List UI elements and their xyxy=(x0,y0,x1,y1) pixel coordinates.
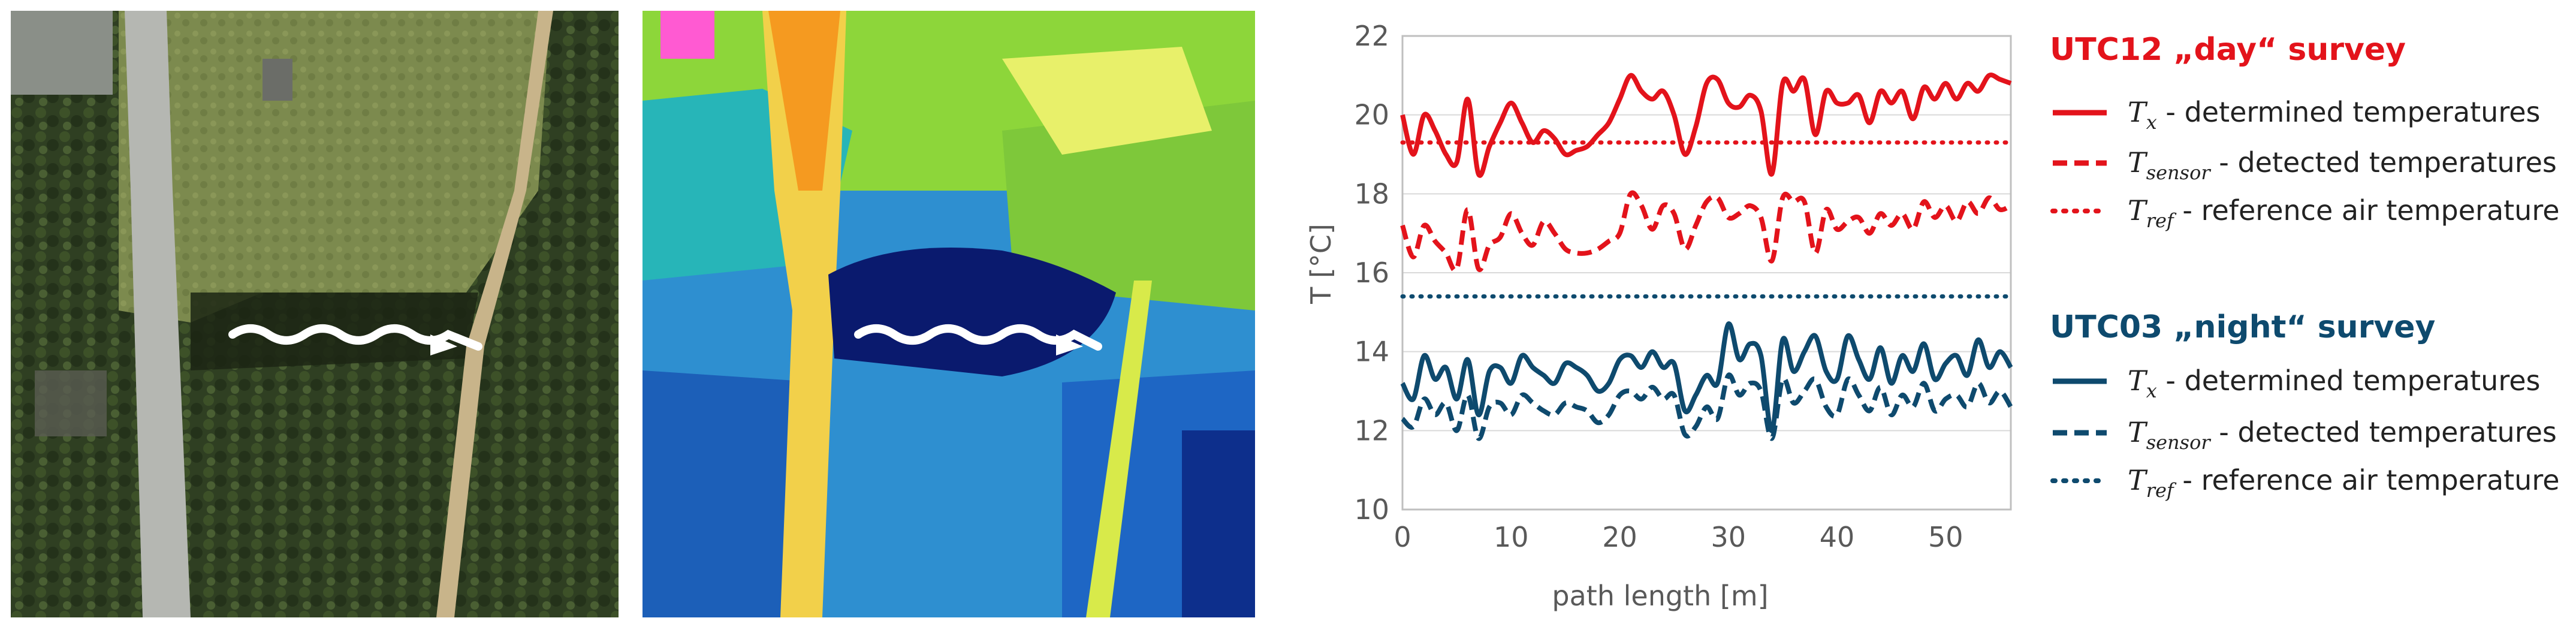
series-day-solid xyxy=(1400,73,2012,178)
legend-day-heading: UTC12 „day“ survey xyxy=(2050,32,2406,68)
legend-day-ts-symbol: T xyxy=(2128,146,2148,179)
legend-night-tr-symbol: T xyxy=(2128,464,2148,496)
legend-night-tr-label: Tref - reference air temperature xyxy=(2128,464,2560,502)
legend-day-ts-sub: sensor xyxy=(2146,161,2212,184)
legend-day-tr-text: - reference air temperature xyxy=(2174,194,2560,227)
y-tick-label: 18 xyxy=(1354,177,1389,210)
legend-day-tx-label: Tx - determined temperatures xyxy=(2128,96,2541,134)
thermal-image xyxy=(643,11,1255,617)
legend-night-tr-sub: ref xyxy=(2146,479,2177,502)
thermal-image-icon xyxy=(643,11,1255,617)
legend-day-tx-text: - determined temperatures xyxy=(2157,96,2541,128)
legend-night-ts-sub: sensor xyxy=(2146,431,2212,454)
x-tick-label: 40 xyxy=(1820,521,1855,553)
aerial-photo xyxy=(11,11,619,617)
x-axis-label: path length [m] xyxy=(1552,580,1768,612)
x-tick-label: 30 xyxy=(1711,521,1746,553)
legend-night: UTC03 „night“ survey Tx - determined tem… xyxy=(2050,309,2560,502)
plot-area-frame xyxy=(1401,35,2012,511)
legend-night-tx-sub: x xyxy=(2146,379,2157,402)
y-tick-label: 10 xyxy=(1354,493,1389,526)
legend-day-tr-symbol: T xyxy=(2128,194,2148,227)
legend-night-tx-text: - determined temperatures xyxy=(2157,364,2541,397)
legend-day-tx-symbol: T xyxy=(2128,96,2148,128)
legend-day: UTC12 „day“ survey Tx - determined tempe… xyxy=(2050,32,2560,232)
x-tick-label: 10 xyxy=(1494,521,1529,553)
legend-day-ts-label: Tsensor - detected temperatures xyxy=(2128,146,2557,184)
y-axis-label: T [°C] xyxy=(1305,224,1337,305)
series-night-dashed xyxy=(1401,372,2013,441)
y-tick-label: 12 xyxy=(1354,414,1389,447)
series-day-dashed xyxy=(1400,190,2012,273)
legend-night-heading: UTC03 „night“ survey xyxy=(2050,309,2435,345)
aerial-photo-icon xyxy=(11,11,619,617)
legend-night-ts-label: Tsensor - detected temperatures xyxy=(2128,416,2557,454)
legend-night-tx-label: Tx - determined temperatures xyxy=(2128,364,2541,402)
y-tick-label: 20 xyxy=(1354,99,1389,131)
y-tick-label: 14 xyxy=(1354,336,1389,368)
x-tick-label: 50 xyxy=(1928,521,1963,553)
legend-night-tr-text: - reference air temperature xyxy=(2174,464,2560,496)
y-tick-label: 16 xyxy=(1354,257,1389,289)
series-night-solid xyxy=(1400,321,2013,433)
series-group xyxy=(1400,73,2013,441)
legend-day-ts-text: - detected temperatures xyxy=(2210,146,2557,179)
temperature-chart: 10 12 14 16 18 20 22 0 10 20 30 40 50 path length [m… xyxy=(1289,0,2576,631)
legend-night-ts-symbol: T xyxy=(2128,416,2148,448)
x-tick-label: 20 xyxy=(1602,521,1637,553)
x-tick-label: 0 xyxy=(1393,521,1411,553)
legend-night-tx-symbol: T xyxy=(2128,364,2148,397)
legend-day-tx-sub: x xyxy=(2146,111,2157,134)
y-tick-label: 22 xyxy=(1354,20,1389,52)
legend-day-tr-label: Tref - reference air temperature xyxy=(2128,194,2560,232)
legend-day-tr-sub: ref xyxy=(2146,209,2177,232)
legend-night-ts-text: - detected temperatures xyxy=(2210,416,2557,448)
